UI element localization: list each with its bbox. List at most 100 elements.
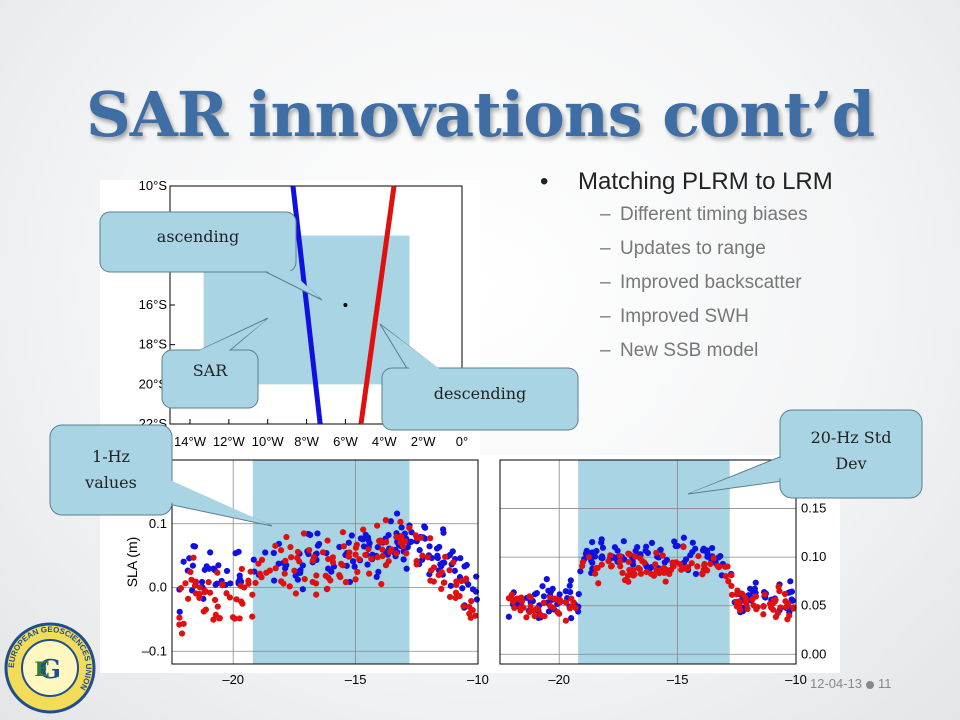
data-point xyxy=(227,580,234,587)
bullet-sub: – Improved backscatter xyxy=(600,272,802,293)
callout-std-dev: 20-Hz Std Dev xyxy=(687,409,923,499)
data-point xyxy=(360,526,367,533)
data-point xyxy=(446,593,454,601)
callout-std-line2: Dev xyxy=(835,454,866,473)
data-point xyxy=(272,542,279,549)
data-point xyxy=(286,583,293,590)
data-point xyxy=(353,541,360,548)
data-point xyxy=(460,603,467,610)
data-point xyxy=(760,611,767,618)
data-point xyxy=(620,538,627,545)
data-point xyxy=(364,534,372,541)
map-lon-label: 2°W xyxy=(411,434,436,449)
data-point xyxy=(676,561,684,568)
data-point xyxy=(255,560,262,567)
x-tick-label: –15 xyxy=(667,672,689,687)
callout-std-line1: 20-Hz Std xyxy=(811,428,892,447)
x-tick-label: –20 xyxy=(222,672,244,687)
data-point xyxy=(200,608,207,615)
data-point xyxy=(682,556,690,563)
data-point xyxy=(182,580,189,587)
data-point xyxy=(692,570,700,578)
data-point xyxy=(457,555,464,562)
y-tick-label: 0.05 xyxy=(801,598,826,613)
data-point xyxy=(689,539,696,546)
data-point xyxy=(541,613,548,620)
data-point xyxy=(319,549,327,556)
data-point xyxy=(523,614,530,621)
data-point xyxy=(180,558,187,565)
data-point xyxy=(413,534,421,542)
data-point xyxy=(632,553,639,560)
data-point xyxy=(733,598,740,605)
data-point xyxy=(362,551,369,559)
data-point xyxy=(176,621,183,628)
callout-descending-text: descending xyxy=(434,384,527,403)
data-point xyxy=(659,552,666,559)
data-point xyxy=(605,558,612,565)
data-point xyxy=(272,565,279,572)
data-point xyxy=(336,571,343,579)
data-point xyxy=(617,563,624,570)
data-point xyxy=(599,544,607,551)
data-point xyxy=(430,564,438,571)
data-point xyxy=(733,591,740,598)
data-point xyxy=(270,549,277,557)
data-point xyxy=(345,539,352,546)
y-tick-label: –0.1 xyxy=(142,643,167,658)
y-tick-label: 0.00 xyxy=(801,646,826,661)
data-point xyxy=(352,551,359,558)
data-point xyxy=(592,570,599,577)
data-point xyxy=(708,544,716,552)
data-point xyxy=(692,545,699,552)
data-point xyxy=(769,600,777,607)
data-point xyxy=(688,560,695,567)
data-point xyxy=(717,552,724,560)
bullet-list: • Matching PLRM to LRM – Different timing … xyxy=(540,168,960,374)
data-point xyxy=(590,549,597,556)
data-point xyxy=(446,567,453,574)
data-point xyxy=(531,612,538,620)
y-tick-label: 0.15 xyxy=(801,501,826,516)
data-point xyxy=(236,572,243,579)
data-point xyxy=(366,570,373,577)
data-point xyxy=(462,576,470,583)
data-point xyxy=(312,580,320,587)
data-point xyxy=(728,591,736,598)
data-point xyxy=(277,547,285,554)
data-point xyxy=(382,516,389,524)
data-point xyxy=(701,560,708,568)
data-point xyxy=(553,595,560,602)
data-point xyxy=(663,566,670,574)
data-point xyxy=(393,533,400,541)
data-point xyxy=(680,543,687,551)
data-point xyxy=(416,547,423,554)
data-point xyxy=(653,549,660,556)
data-point xyxy=(385,531,392,539)
data-point xyxy=(540,593,548,600)
data-point xyxy=(761,591,768,598)
data-point xyxy=(176,608,183,615)
data-point xyxy=(339,529,347,536)
data-point xyxy=(728,582,735,590)
data-point xyxy=(398,524,405,531)
data-point xyxy=(313,591,320,598)
map-lon-label: 6°W xyxy=(333,434,358,449)
data-point xyxy=(190,554,197,561)
data-point xyxy=(608,562,615,569)
data-point xyxy=(287,543,294,551)
data-point xyxy=(178,630,186,637)
data-point xyxy=(374,554,381,561)
data-point xyxy=(280,580,287,587)
logo-e-icon: E xyxy=(34,657,49,681)
data-point xyxy=(626,566,633,574)
callout-ascending-text: ascending xyxy=(157,227,239,246)
egu-logo: EUROPEAN GEOSCIENCES UNION G E xyxy=(4,622,96,714)
data-point xyxy=(469,586,477,593)
x-tick-label: –20 xyxy=(548,672,570,687)
data-point xyxy=(374,522,381,529)
data-point xyxy=(616,552,624,560)
data-point xyxy=(421,523,428,530)
data-point xyxy=(619,569,626,577)
data-point xyxy=(710,554,717,562)
